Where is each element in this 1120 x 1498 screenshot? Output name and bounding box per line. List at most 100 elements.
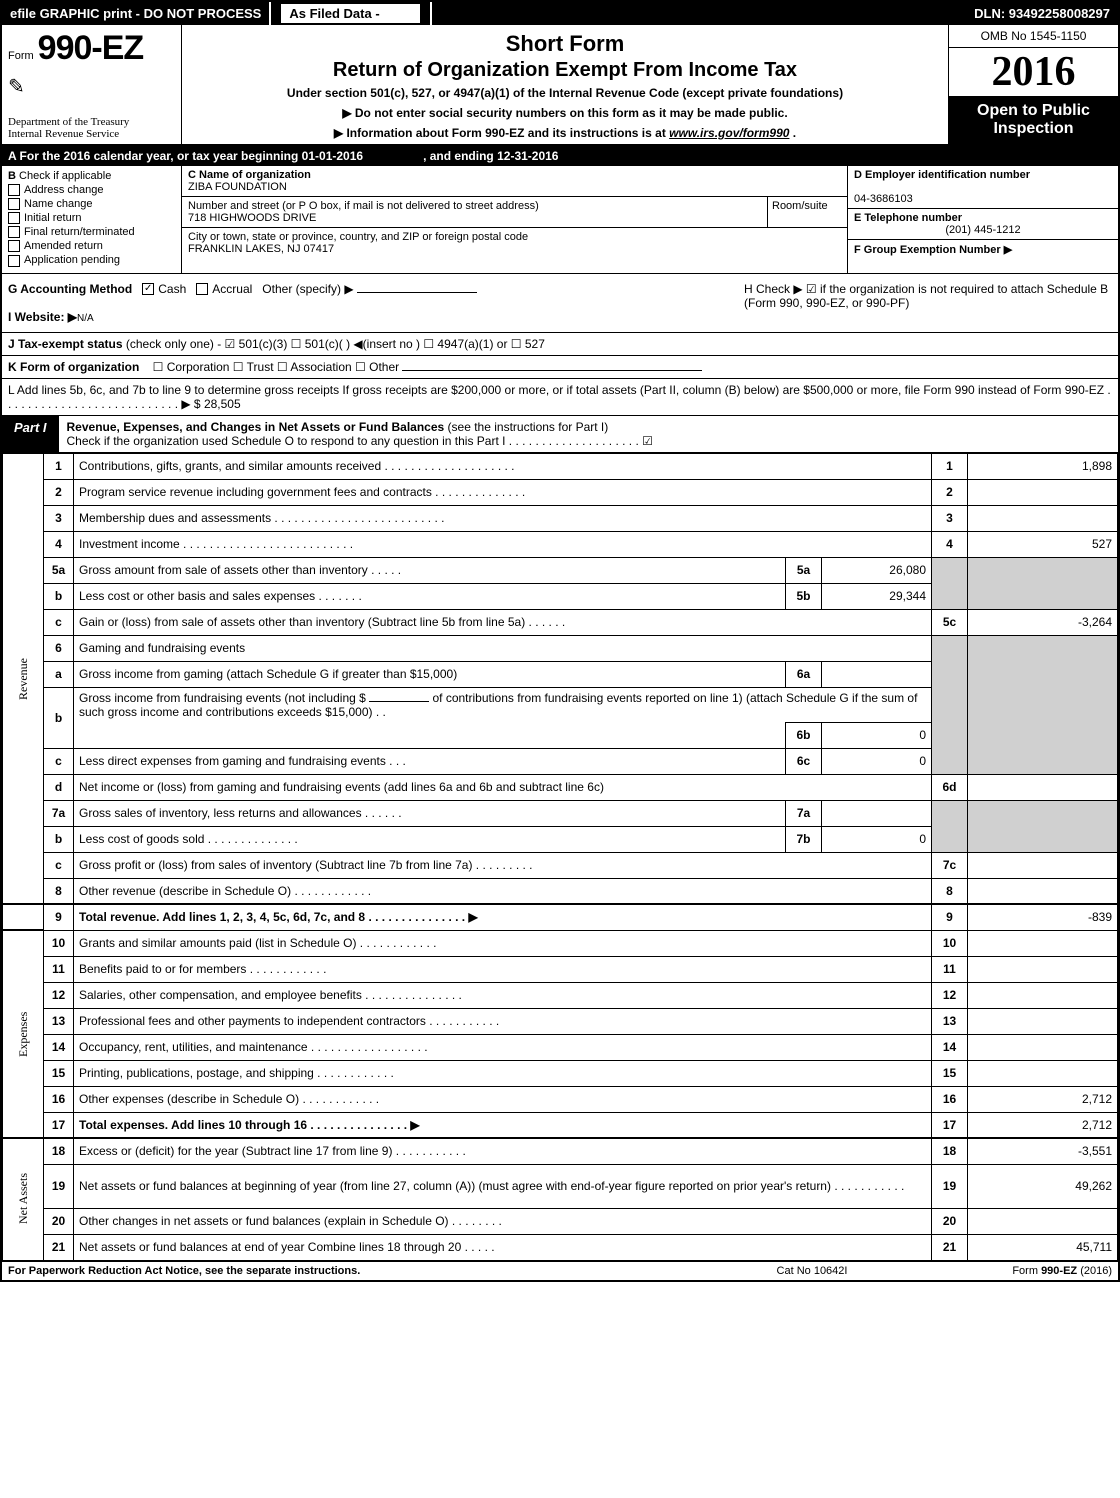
org-name: ZIBA FOUNDATION: [188, 181, 287, 193]
line-5a: 5a Gross amount from sale of assets othe…: [3, 557, 1118, 583]
c-label: C: [188, 169, 196, 181]
part-i-header: Part I Revenue, Expenses, and Changes in…: [2, 416, 1118, 453]
street-value: 718 HIGHWOODS DRIVE: [188, 212, 316, 224]
open-to-public: Open to Public Inspection: [949, 96, 1118, 144]
opt-amended-return[interactable]: Amended return: [8, 240, 175, 252]
line-9: 9 Total revenue. Add lines 1, 2, 3, 4, 5…: [3, 904, 1118, 930]
part-i-table: Revenue 1 Contributions, gifts, grants, …: [2, 453, 1118, 1261]
form-header: Form 990-EZ ✎ Department of the Treasury…: [2, 25, 1118, 146]
line-1: Revenue 1 Contributions, gifts, grants, …: [3, 453, 1118, 479]
return-subtitle: Under section 501(c), 527, or 4947(a)(1)…: [190, 86, 940, 100]
part-i-title: Revenue, Expenses, and Changes in Net As…: [67, 420, 445, 434]
j-label: J Tax-exempt status: [8, 337, 123, 351]
line-5c: c Gain or (loss) from sale of assets oth…: [3, 609, 1118, 635]
k-label: K Form of organization: [8, 360, 139, 374]
info2-pre: ▶ Information about Form 990-EZ and its …: [334, 126, 669, 140]
line-2: 2 Program service revenue including gove…: [3, 479, 1118, 505]
form-990ez-page: efile GRAPHIC print - DO NOT PROCESS As …: [0, 0, 1120, 1282]
l-text: L Add lines 5b, 6c, and 7b to line 9 to …: [8, 383, 1111, 411]
irs-link[interactable]: www.irs.gov/form990: [669, 126, 789, 140]
return-title: Return of Organization Exempt From Incom…: [190, 59, 940, 82]
info2-post: .: [793, 126, 796, 140]
info-line-1: ▶ Do not enter social security numbers o…: [190, 106, 940, 120]
treasury-label: Department of the Treasury Internal Reve…: [8, 116, 129, 140]
section-bcdef: B Check if applicable Address change Nam…: [2, 166, 1118, 274]
irs-label: Internal Revenue Service: [8, 128, 119, 140]
line-16: 16 Other expenses (describe in Schedule …: [3, 1086, 1118, 1112]
f-label: F Group Exemption Number ▶: [854, 244, 1012, 256]
line-12: 12 Salaries, other compensation, and emp…: [3, 982, 1118, 1008]
opt-name-change[interactable]: Name change: [8, 198, 175, 210]
line-17-desc: Total expenses. Add lines 10 through 16 …: [79, 1118, 420, 1132]
paperwork-notice: For Paperwork Reduction Act Notice, see …: [8, 1265, 712, 1277]
phone-value: (201) 445-1212: [854, 224, 1112, 236]
line-15: 15 Printing, publications, postage, and …: [3, 1060, 1118, 1086]
row-a-begin: 01-01-2016: [302, 149, 363, 163]
cash-label: Cash: [158, 282, 186, 296]
opt-application-pending[interactable]: Application pending: [8, 254, 175, 266]
opt-initial-return[interactable]: Initial return: [8, 212, 175, 224]
line-18: Net Assets 18 Excess or (deficit) for th…: [3, 1138, 1118, 1164]
g-label: G Accounting Method: [8, 282, 132, 296]
topbar-spacer: [432, 2, 966, 25]
other-specify-input[interactable]: [357, 292, 477, 293]
opt-address-change[interactable]: Address change: [8, 184, 175, 196]
c-name-block: C Name of organization ZIBA FOUNDATION: [182, 166, 847, 197]
row-a-pre: A For the 2016 calendar year, or tax yea…: [8, 149, 302, 163]
line-8: 8 Other revenue (describe in Schedule O)…: [3, 878, 1118, 904]
accrual-checkbox[interactable]: [196, 283, 208, 295]
col-b-checkboxes: B Check if applicable Address change Nam…: [2, 166, 182, 273]
line-6-header: 6 Gaming and fundraising events: [3, 635, 1118, 661]
line-6b-blank[interactable]: [369, 701, 429, 702]
line-10: Expenses 10 Grants and similar amounts p…: [3, 930, 1118, 956]
k-other-input[interactable]: [402, 370, 702, 371]
efile-topbar: efile GRAPHIC print - DO NOT PROCESS As …: [2, 2, 1118, 25]
line-7c: c Gross profit or (loss) from sales of i…: [3, 852, 1118, 878]
line-14: 14 Occupancy, rent, utilities, and maint…: [3, 1034, 1118, 1060]
c-city-block: City or town, state or province, country…: [182, 228, 847, 258]
row-k-form-org: K Form of organization ☐ Corporation ☐ T…: [2, 356, 1118, 379]
part-i-tab: Part I: [2, 416, 59, 452]
website-value: N/A: [77, 313, 94, 324]
efile-icon: ✎: [8, 74, 175, 99]
opt-final-return[interactable]: Final return/terminated: [8, 226, 175, 238]
col-def: D Employer identification number 04-3686…: [848, 166, 1118, 273]
header-left: Form 990-EZ ✎ Department of the Treasury…: [2, 25, 182, 144]
cash-checkbox[interactable]: ✓: [142, 283, 154, 295]
ein-value: 04-3686103: [854, 193, 913, 205]
b-label: B: [8, 170, 16, 182]
form-number: 990-EZ: [38, 29, 144, 68]
line-20: 20 Other changes in net assets or fund b…: [3, 1208, 1118, 1234]
part-i-subtitle: (see the instructions for Part I): [448, 420, 609, 434]
c-street-block: Number and street (or P O box, if mail i…: [182, 197, 847, 228]
row-gh: G Accounting Method ✓Cash Accrual Other …: [2, 274, 1118, 333]
d-label: D Employer identification number: [854, 169, 1030, 181]
g-accounting-method: G Accounting Method ✓Cash Accrual Other …: [2, 274, 738, 332]
dept-treasury: Department of the Treasury: [8, 116, 129, 128]
col-c-org-info: C Name of organization ZIBA FOUNDATION N…: [182, 166, 848, 273]
page-footer: For Paperwork Reduction Act Notice, see …: [2, 1261, 1118, 1280]
line-21: 21 Net assets or fund balances at end of…: [3, 1234, 1118, 1260]
cat-no: Cat No 10642I: [712, 1265, 912, 1277]
row-a-spacer: [366, 149, 419, 163]
line-13: 13 Professional fees and other payments …: [3, 1008, 1118, 1034]
row-a-mid: , and ending: [423, 149, 497, 163]
part-i-check: Check if the organization used Schedule …: [67, 434, 653, 448]
dln-label: DLN: 93492258008297: [966, 2, 1118, 25]
line-4: 4 Investment income . . . . . . . . . . …: [3, 531, 1118, 557]
city-label: City or town, state or province, country…: [188, 231, 528, 243]
city-value: FRANKLIN LAKES, NJ 07417: [188, 243, 334, 255]
form-prefix: Form: [8, 50, 34, 62]
info-line-2: ▶ Information about Form 990-EZ and its …: [190, 126, 940, 140]
header-right: OMB No 1545-1150 2016 Open to Public Ins…: [948, 25, 1118, 144]
other-specify-label: Other (specify) ▶: [262, 282, 353, 296]
f-group-exemption: F Group Exemption Number ▶: [848, 240, 1118, 273]
c-name-label: Name of organization: [199, 169, 311, 181]
street-label: Number and street (or P O box, if mail i…: [188, 200, 539, 212]
part-i-title-block: Revenue, Expenses, and Changes in Net As…: [59, 416, 1118, 452]
revenue-side-label: Revenue: [3, 453, 44, 904]
l-value: 28,505: [204, 397, 241, 411]
k-options: ☐ Corporation ☐ Trust ☐ Association ☐ Ot…: [153, 360, 399, 374]
i-website-label: I Website: ▶: [8, 310, 77, 324]
header-center: Short Form Return of Organization Exempt…: [182, 25, 948, 144]
